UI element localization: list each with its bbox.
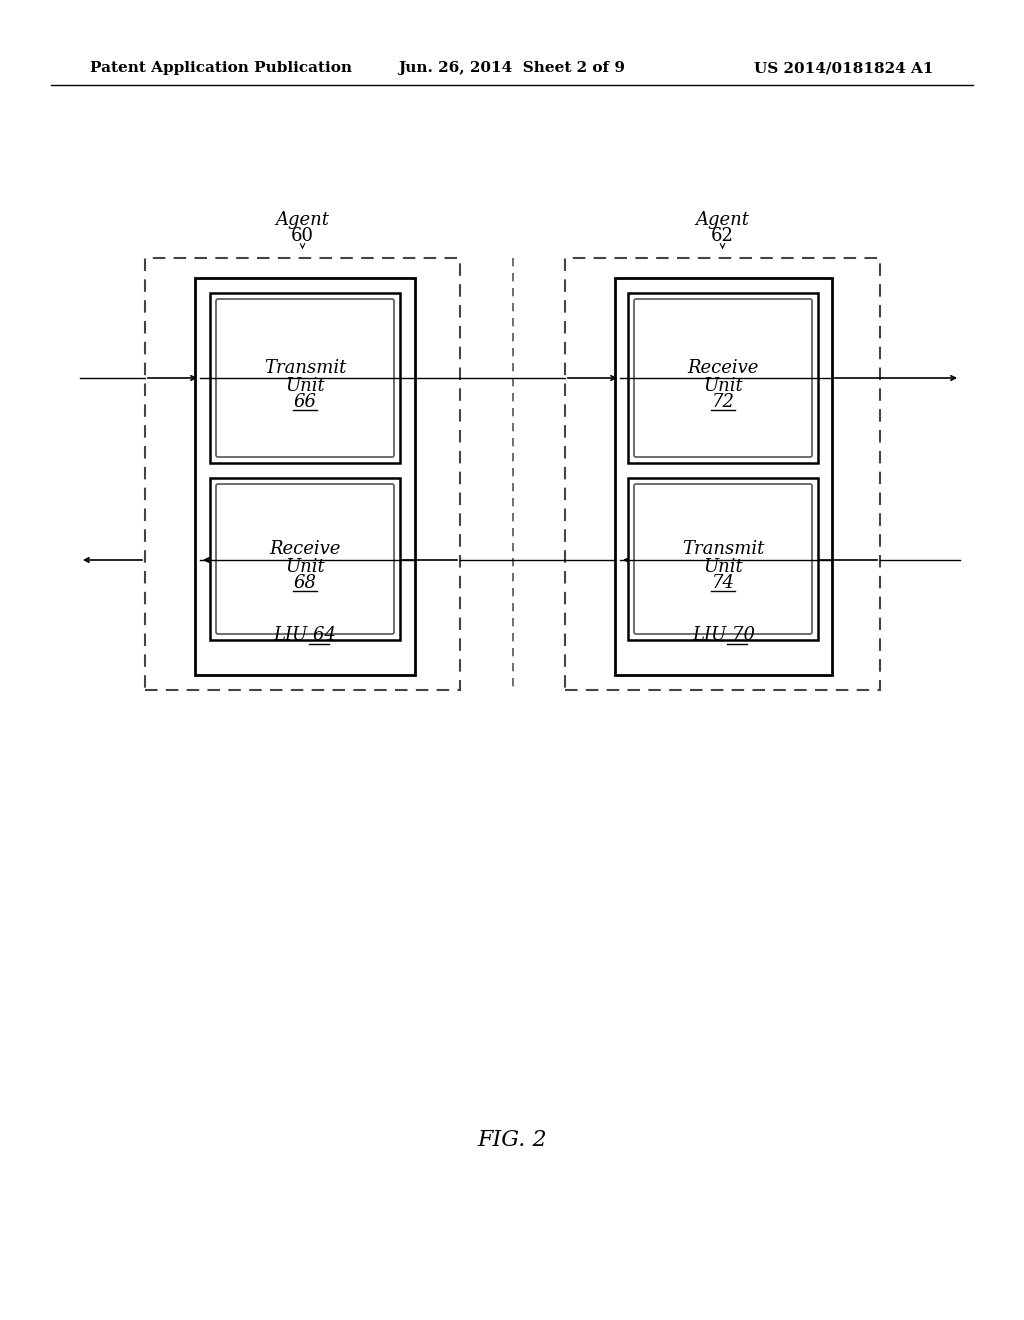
Text: LIU 64: LIU 64: [273, 626, 337, 644]
Text: 72: 72: [712, 393, 734, 411]
Text: Unit: Unit: [703, 558, 742, 576]
Text: US 2014/0181824 A1: US 2014/0181824 A1: [755, 61, 934, 75]
Bar: [145, 257, 460, 690]
Bar: [565, 257, 880, 690]
Text: Patent Application Publication: Patent Application Publication: [90, 61, 352, 75]
Text: Transmit: Transmit: [682, 540, 764, 558]
Text: 68: 68: [294, 574, 316, 591]
Text: Unit: Unit: [285, 378, 325, 395]
FancyBboxPatch shape: [216, 300, 394, 457]
Text: Unit: Unit: [285, 558, 325, 576]
Bar: [210, 478, 400, 640]
Text: Unit: Unit: [703, 378, 742, 395]
FancyBboxPatch shape: [634, 300, 812, 457]
FancyBboxPatch shape: [216, 484, 394, 634]
Bar: [628, 478, 818, 640]
Text: 60: 60: [291, 227, 314, 246]
Text: Agent: Agent: [275, 211, 330, 228]
Text: Jun. 26, 2014  Sheet 2 of 9: Jun. 26, 2014 Sheet 2 of 9: [398, 61, 626, 75]
Text: Receive: Receive: [269, 540, 341, 558]
Text: Agent: Agent: [695, 211, 750, 228]
Text: 66: 66: [294, 393, 316, 411]
Text: 62: 62: [711, 227, 734, 246]
Bar: [210, 293, 400, 463]
FancyBboxPatch shape: [634, 484, 812, 634]
Bar: [615, 279, 831, 675]
Text: FIG. 2: FIG. 2: [477, 1129, 547, 1151]
Bar: [628, 293, 818, 463]
Text: 74: 74: [712, 574, 734, 591]
Text: Receive: Receive: [687, 359, 759, 378]
Bar: [195, 279, 415, 675]
Text: LIU 70: LIU 70: [692, 626, 755, 644]
Text: Transmit: Transmit: [264, 359, 346, 378]
